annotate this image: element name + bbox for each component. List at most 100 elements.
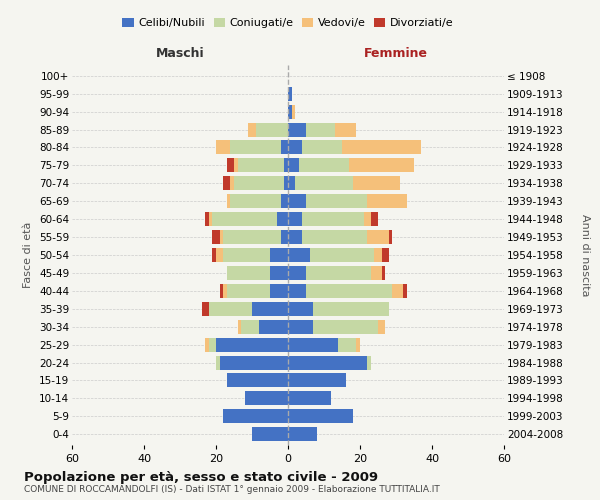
Bar (288, 410, 353, 424)
Bar (349, 158, 414, 172)
Bar (220, 230, 223, 244)
Text: Popolazione per età, sesso e stato civile - 2009: Popolazione per età, sesso e stato civil… (24, 472, 378, 484)
Bar (238, 158, 284, 172)
Bar (227, 284, 270, 298)
Bar (223, 230, 281, 244)
Bar (288, 140, 302, 154)
Bar (284, 176, 288, 190)
Bar (338, 338, 356, 351)
Bar (212, 230, 220, 244)
Bar (220, 356, 288, 370)
Bar (288, 104, 292, 118)
Bar (288, 122, 306, 136)
Bar (277, 212, 288, 226)
Bar (382, 248, 389, 262)
Bar (288, 392, 331, 406)
Bar (234, 176, 284, 190)
Bar (371, 212, 378, 226)
Bar (302, 212, 364, 226)
Bar (299, 158, 349, 172)
Bar (288, 302, 313, 316)
Bar (310, 248, 374, 262)
Bar (374, 248, 382, 262)
Bar (216, 140, 230, 154)
Bar (302, 140, 342, 154)
Bar (281, 140, 288, 154)
Bar (270, 284, 288, 298)
Legend: Celibi/Nubili, Coniugati/e, Vedovi/e, Divorziati/e: Celibi/Nubili, Coniugati/e, Vedovi/e, Di… (118, 14, 458, 33)
Bar (256, 122, 288, 136)
Bar (223, 248, 270, 262)
Bar (270, 266, 288, 280)
Bar (389, 230, 392, 244)
Bar (220, 284, 223, 298)
Bar (227, 374, 288, 388)
Bar (223, 410, 288, 424)
Bar (364, 212, 371, 226)
Bar (313, 320, 378, 334)
Bar (270, 248, 288, 262)
Bar (288, 338, 338, 351)
Bar (306, 284, 392, 298)
Y-axis label: Fasce di età: Fasce di età (23, 222, 34, 288)
Bar (209, 302, 252, 316)
Bar (367, 194, 407, 208)
Bar (252, 428, 288, 441)
Bar (288, 86, 292, 101)
Text: Femmine: Femmine (364, 46, 428, 60)
Bar (227, 194, 230, 208)
Text: Maschi: Maschi (155, 46, 205, 60)
Bar (284, 158, 288, 172)
Bar (292, 104, 295, 118)
Bar (241, 320, 259, 334)
Bar (313, 302, 389, 316)
Bar (288, 266, 306, 280)
Bar (288, 212, 302, 226)
Bar (230, 140, 281, 154)
Bar (223, 176, 230, 190)
Bar (367, 230, 389, 244)
Bar (216, 248, 223, 262)
Bar (288, 284, 306, 298)
Bar (281, 194, 288, 208)
Bar (306, 194, 367, 208)
Bar (230, 194, 281, 208)
Bar (306, 266, 371, 280)
Bar (205, 338, 209, 351)
Bar (209, 338, 216, 351)
Bar (288, 176, 295, 190)
Bar (306, 122, 335, 136)
Bar (223, 284, 227, 298)
Bar (259, 320, 288, 334)
Bar (302, 230, 367, 244)
Bar (230, 176, 234, 190)
Bar (245, 392, 288, 406)
Bar (356, 338, 360, 351)
Bar (288, 230, 302, 244)
Bar (202, 302, 209, 316)
Text: COMUNE DI ROCCAMANDOLFI (IS) - Dati ISTAT 1° gennaio 2009 - Elaborazione TUTTITA: COMUNE DI ROCCAMANDOLFI (IS) - Dati ISTA… (24, 485, 440, 494)
Bar (342, 140, 421, 154)
Bar (252, 302, 288, 316)
Bar (378, 320, 385, 334)
Bar (281, 230, 288, 244)
Bar (403, 284, 407, 298)
Y-axis label: Anni di nascita: Anni di nascita (580, 214, 590, 296)
Bar (216, 338, 288, 351)
Bar (288, 158, 299, 172)
Bar (382, 266, 385, 280)
Bar (205, 212, 209, 226)
Bar (234, 158, 238, 172)
Bar (295, 176, 353, 190)
Bar (288, 194, 306, 208)
Bar (212, 248, 216, 262)
Bar (288, 248, 310, 262)
Bar (335, 122, 356, 136)
Bar (353, 176, 400, 190)
Bar (367, 356, 371, 370)
Bar (238, 320, 241, 334)
Bar (288, 374, 346, 388)
Bar (216, 356, 220, 370)
Bar (371, 266, 382, 280)
Bar (288, 428, 317, 441)
